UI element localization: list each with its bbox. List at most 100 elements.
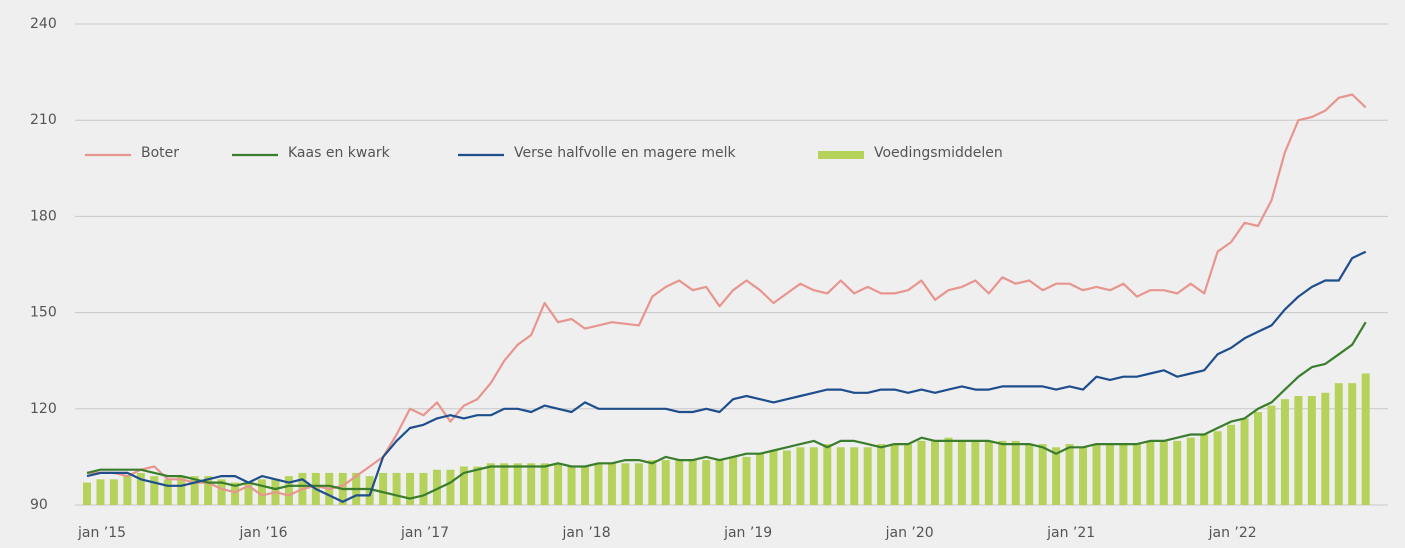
bar — [540, 463, 549, 505]
y-tick-label: 240 — [30, 16, 57, 32]
bar — [432, 469, 441, 505]
bar — [742, 456, 751, 505]
bar — [1119, 444, 1128, 505]
bar — [244, 482, 253, 505]
bar — [930, 440, 939, 505]
bar — [904, 444, 913, 505]
x-tick-label: jan ’22 — [1208, 525, 1257, 541]
bar — [567, 466, 576, 505]
x-tick-label: jan ’17 — [400, 525, 449, 541]
bar — [1025, 444, 1034, 505]
bar — [1159, 440, 1168, 505]
line — [87, 93, 1367, 497]
bar — [109, 479, 118, 505]
x-tick-label: jan ’21 — [1046, 525, 1095, 541]
bar — [594, 463, 603, 505]
bar — [96, 479, 105, 505]
bar — [729, 456, 738, 505]
bar — [634, 463, 643, 505]
y-tick-label: 180 — [30, 208, 57, 224]
bar — [1173, 440, 1182, 505]
bar — [877, 444, 886, 505]
x-tick-label: jan ’15 — [77, 525, 126, 541]
bar — [204, 476, 213, 505]
x-tick-label: jan ’16 — [239, 525, 288, 541]
bar — [500, 463, 509, 505]
bar — [1146, 440, 1155, 505]
bar — [1213, 431, 1222, 505]
bar — [648, 460, 657, 505]
bar — [123, 476, 132, 505]
legend-label: Verse halfvolle en magere melk — [514, 145, 736, 161]
bar — [1254, 412, 1263, 505]
bar — [83, 482, 91, 505]
bar — [1294, 395, 1303, 505]
bar — [406, 472, 415, 505]
legend-label: Boter — [141, 145, 179, 161]
bar — [675, 460, 684, 505]
bar — [473, 466, 482, 505]
y-tick-label: 90 — [30, 497, 48, 513]
bar — [1307, 395, 1316, 505]
bar — [702, 460, 711, 505]
bar — [392, 472, 401, 505]
legend-swatch — [818, 151, 864, 159]
bar — [1105, 444, 1114, 505]
bar — [1334, 383, 1343, 505]
bar — [217, 479, 226, 505]
bar — [756, 453, 764, 505]
bar — [1240, 418, 1249, 505]
bar — [715, 460, 724, 505]
bar — [1200, 434, 1209, 505]
bar — [607, 463, 616, 505]
x-tick-label: jan ’19 — [723, 525, 772, 541]
bar — [890, 444, 899, 505]
bar — [1052, 447, 1061, 505]
bar — [1079, 447, 1088, 505]
bar — [796, 447, 805, 505]
bar — [1267, 405, 1276, 505]
bar — [284, 476, 293, 505]
bar — [917, 440, 926, 505]
bar — [1348, 383, 1357, 505]
bar — [419, 472, 428, 505]
bar — [1186, 437, 1195, 505]
bar — [1227, 424, 1236, 505]
bar — [150, 476, 159, 505]
bar — [459, 466, 468, 505]
bar — [190, 476, 199, 505]
bar — [1011, 440, 1020, 505]
y-tick-label: 210 — [30, 112, 57, 128]
x-tick-label: jan ’20 — [885, 525, 934, 541]
bar — [863, 447, 872, 505]
bar — [365, 476, 374, 505]
bar — [1280, 399, 1289, 505]
bar — [850, 447, 859, 505]
bar — [231, 482, 240, 505]
bar — [1132, 444, 1141, 505]
legend-label: Voedingsmiddelen — [874, 145, 1003, 161]
y-tick-label: 150 — [30, 305, 57, 321]
bar — [1038, 444, 1047, 505]
bar — [1361, 373, 1370, 505]
bar — [1092, 444, 1101, 505]
bar — [1321, 392, 1330, 505]
bar — [136, 472, 145, 505]
bar — [957, 440, 966, 505]
bar — [527, 463, 536, 505]
bar — [621, 463, 630, 505]
bar — [257, 479, 266, 505]
bar — [836, 447, 845, 505]
bar — [486, 463, 495, 505]
bar — [1065, 444, 1074, 505]
bar — [379, 472, 388, 505]
y-tick-label: 120 — [30, 401, 57, 417]
bar — [688, 460, 697, 505]
bar — [944, 437, 953, 505]
bar — [177, 476, 186, 505]
bar — [163, 479, 172, 505]
line — [86, 321, 1367, 500]
line — [86, 250, 1367, 503]
x-tick-label: jan ’18 — [562, 525, 611, 541]
